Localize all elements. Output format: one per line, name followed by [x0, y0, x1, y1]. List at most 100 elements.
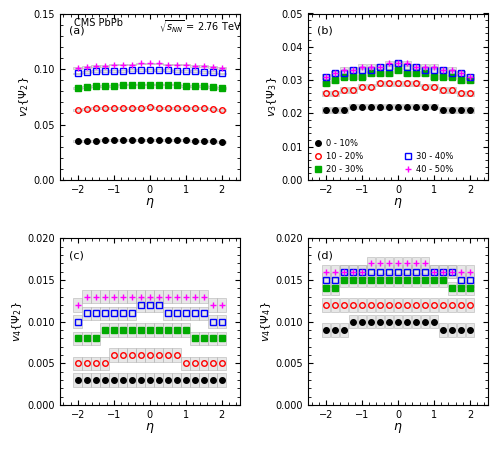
Text: $\sqrt{s_{NN}}$ = 2.76 TeV: $\sqrt{s_{NN}}$ = 2.76 TeV — [159, 18, 242, 35]
FancyBboxPatch shape — [457, 282, 465, 295]
FancyBboxPatch shape — [110, 85, 118, 86]
FancyBboxPatch shape — [376, 64, 384, 69]
FancyBboxPatch shape — [349, 104, 358, 109]
FancyBboxPatch shape — [145, 324, 154, 337]
FancyBboxPatch shape — [439, 298, 447, 312]
Text: (a): (a) — [69, 25, 84, 35]
FancyBboxPatch shape — [163, 139, 172, 141]
FancyBboxPatch shape — [403, 71, 411, 76]
FancyBboxPatch shape — [376, 265, 384, 279]
FancyBboxPatch shape — [199, 332, 208, 345]
FancyBboxPatch shape — [349, 298, 358, 312]
FancyBboxPatch shape — [331, 77, 340, 83]
FancyBboxPatch shape — [190, 65, 199, 67]
FancyBboxPatch shape — [145, 348, 154, 362]
FancyBboxPatch shape — [154, 348, 163, 362]
FancyBboxPatch shape — [83, 290, 91, 303]
FancyBboxPatch shape — [376, 274, 384, 287]
FancyBboxPatch shape — [172, 139, 181, 141]
FancyBboxPatch shape — [127, 139, 136, 141]
FancyBboxPatch shape — [136, 107, 145, 109]
FancyBboxPatch shape — [466, 108, 475, 113]
FancyBboxPatch shape — [190, 140, 199, 142]
FancyBboxPatch shape — [208, 357, 217, 370]
FancyBboxPatch shape — [73, 332, 82, 345]
FancyBboxPatch shape — [331, 274, 340, 287]
FancyBboxPatch shape — [83, 374, 91, 387]
FancyBboxPatch shape — [218, 357, 226, 370]
FancyBboxPatch shape — [127, 324, 136, 337]
FancyBboxPatch shape — [340, 298, 349, 312]
FancyBboxPatch shape — [190, 85, 199, 86]
FancyBboxPatch shape — [199, 72, 208, 73]
FancyBboxPatch shape — [376, 64, 384, 69]
FancyBboxPatch shape — [421, 274, 429, 287]
FancyBboxPatch shape — [430, 84, 438, 90]
FancyBboxPatch shape — [181, 307, 190, 320]
FancyBboxPatch shape — [83, 108, 91, 110]
FancyBboxPatch shape — [385, 265, 393, 279]
FancyBboxPatch shape — [127, 64, 136, 66]
FancyBboxPatch shape — [439, 87, 447, 93]
FancyBboxPatch shape — [421, 265, 429, 279]
FancyBboxPatch shape — [218, 109, 226, 111]
FancyBboxPatch shape — [439, 68, 447, 73]
FancyBboxPatch shape — [367, 257, 375, 270]
FancyBboxPatch shape — [331, 71, 340, 76]
FancyBboxPatch shape — [367, 64, 375, 69]
FancyBboxPatch shape — [73, 298, 82, 312]
FancyBboxPatch shape — [127, 290, 136, 303]
FancyBboxPatch shape — [190, 307, 199, 320]
FancyBboxPatch shape — [376, 315, 384, 328]
FancyBboxPatch shape — [73, 109, 82, 111]
FancyBboxPatch shape — [412, 274, 420, 287]
FancyBboxPatch shape — [439, 274, 447, 287]
FancyBboxPatch shape — [331, 324, 340, 337]
FancyBboxPatch shape — [394, 265, 402, 279]
FancyBboxPatch shape — [101, 107, 109, 109]
FancyBboxPatch shape — [199, 290, 208, 303]
FancyBboxPatch shape — [92, 357, 100, 370]
FancyBboxPatch shape — [136, 324, 145, 337]
FancyBboxPatch shape — [457, 108, 465, 113]
FancyBboxPatch shape — [83, 86, 91, 88]
FancyBboxPatch shape — [412, 298, 420, 312]
FancyBboxPatch shape — [218, 87, 226, 89]
FancyBboxPatch shape — [322, 91, 330, 96]
FancyBboxPatch shape — [110, 290, 118, 303]
FancyBboxPatch shape — [358, 298, 367, 312]
FancyBboxPatch shape — [394, 274, 402, 287]
FancyBboxPatch shape — [340, 68, 349, 73]
FancyBboxPatch shape — [73, 315, 82, 328]
FancyBboxPatch shape — [457, 274, 465, 287]
FancyBboxPatch shape — [448, 265, 456, 279]
FancyBboxPatch shape — [430, 68, 438, 73]
FancyBboxPatch shape — [163, 348, 172, 362]
FancyBboxPatch shape — [403, 298, 411, 312]
FancyBboxPatch shape — [349, 315, 358, 328]
FancyBboxPatch shape — [376, 81, 384, 86]
FancyBboxPatch shape — [367, 71, 375, 76]
FancyBboxPatch shape — [208, 140, 217, 142]
FancyBboxPatch shape — [394, 81, 402, 86]
FancyBboxPatch shape — [181, 290, 190, 303]
FancyBboxPatch shape — [101, 139, 109, 141]
FancyBboxPatch shape — [439, 324, 447, 337]
FancyBboxPatch shape — [208, 332, 217, 345]
Legend: 30 - 40%, 40 - 50%: 30 - 40%, 40 - 50% — [402, 150, 456, 176]
FancyBboxPatch shape — [154, 63, 163, 64]
FancyBboxPatch shape — [190, 357, 199, 370]
FancyBboxPatch shape — [367, 84, 375, 90]
FancyBboxPatch shape — [110, 348, 118, 362]
FancyBboxPatch shape — [199, 107, 208, 109]
FancyBboxPatch shape — [110, 139, 118, 141]
FancyBboxPatch shape — [163, 84, 172, 86]
FancyBboxPatch shape — [412, 64, 420, 69]
FancyBboxPatch shape — [145, 106, 154, 108]
FancyBboxPatch shape — [83, 357, 91, 370]
FancyBboxPatch shape — [136, 374, 145, 387]
FancyBboxPatch shape — [457, 77, 465, 83]
FancyBboxPatch shape — [340, 74, 349, 80]
FancyBboxPatch shape — [154, 298, 163, 312]
FancyBboxPatch shape — [110, 374, 118, 387]
